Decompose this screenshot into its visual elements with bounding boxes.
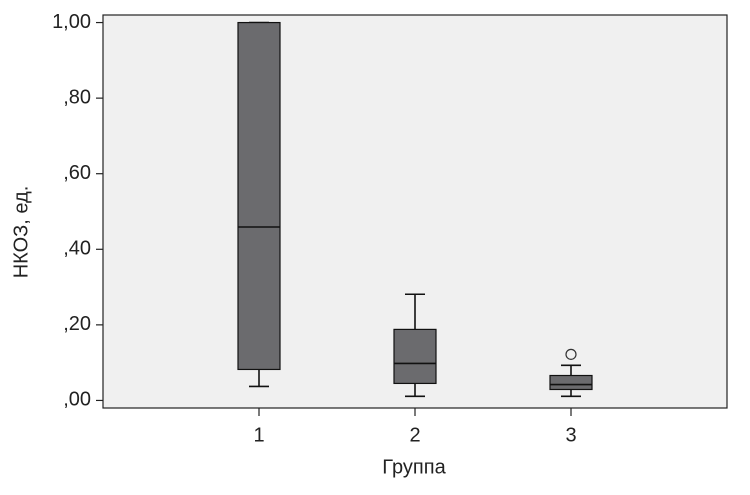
y-tick-label: ,20 bbox=[63, 313, 91, 335]
y-tick-label: ,60 bbox=[63, 162, 91, 184]
x-tick-label: 3 bbox=[565, 424, 576, 446]
y-axis-label: НКОЗ, ед. bbox=[10, 186, 32, 279]
outlier bbox=[565, 348, 577, 360]
x-tick-label: 1 bbox=[253, 424, 264, 446]
box bbox=[237, 21, 281, 371]
x-tick-label: 2 bbox=[409, 424, 420, 446]
box bbox=[393, 328, 437, 385]
y-tick-label: ,80 bbox=[63, 86, 91, 108]
y-tick-label: 1,00 bbox=[52, 11, 91, 33]
y-tick-label: ,00 bbox=[63, 389, 91, 411]
x-axis-label: Группа bbox=[382, 456, 446, 478]
box bbox=[549, 374, 593, 391]
y-tick-label: ,40 bbox=[63, 238, 91, 260]
